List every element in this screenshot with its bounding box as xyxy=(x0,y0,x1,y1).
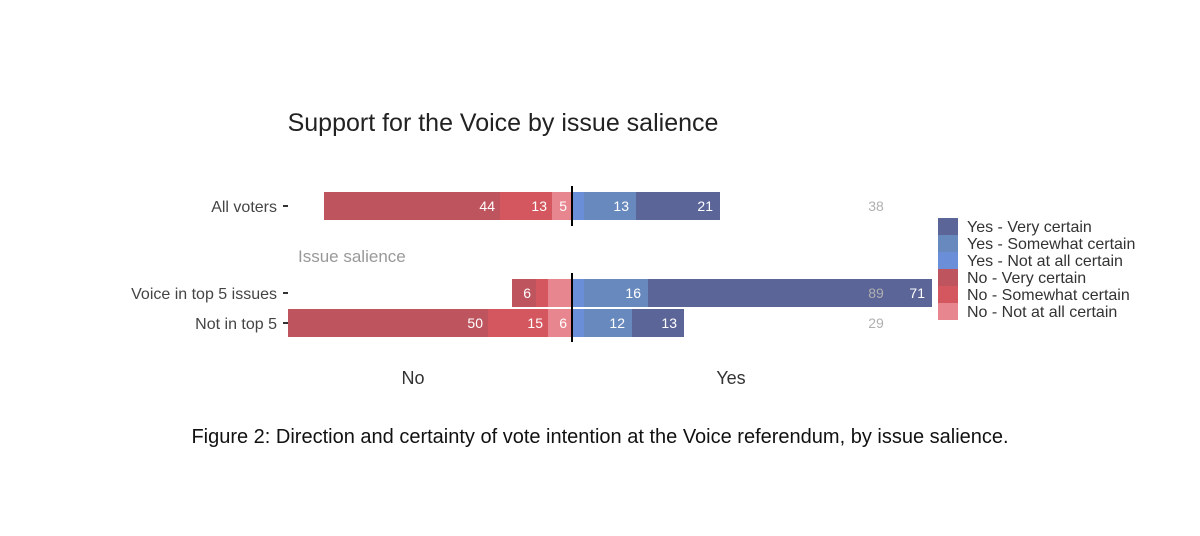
data-label: 50 xyxy=(467,315,483,331)
bar-yes-not-at-all-certain-not-in-top-5 xyxy=(572,309,584,337)
data-label: 5 xyxy=(559,198,567,214)
axis-label-no: No xyxy=(401,368,424,388)
bar-no-not-at-all-certain-all-voters xyxy=(552,192,572,220)
data-label: 71 xyxy=(909,285,925,301)
bar-yes-not-at-all-certain-voice-in-top-5-issues xyxy=(572,279,584,307)
legend-label-yes-somewhat-certain: Yes - Somewhat certain xyxy=(967,236,1135,253)
bar-no-very-certain-voice-in-top-5-issues xyxy=(512,279,536,307)
total-yes-label: 38 xyxy=(868,198,884,214)
data-label: 15 xyxy=(527,315,543,331)
legend-label-yes-very-certain: Yes - Very certain xyxy=(967,219,1092,236)
bar-no-not-at-all-certain-not-in-top-5 xyxy=(548,309,572,337)
bar-yes-somewhat-certain-not-in-top-5 xyxy=(584,309,632,337)
legend-label-yes-not-at-all-certain: Yes - Not at all certain xyxy=(967,253,1123,270)
data-label: 6 xyxy=(559,315,567,331)
legend-label-no-somewhat-certain: No - Somewhat certain xyxy=(967,287,1130,304)
bar-no-somewhat-certain-voice-in-top-5-issues xyxy=(536,279,548,307)
data-label: 13 xyxy=(613,198,629,214)
bar-no-somewhat-certain-not-in-top-5 xyxy=(488,309,548,337)
figure-caption: Figure 2: Direction and certainty of vot… xyxy=(191,426,1009,448)
data-label: 6 xyxy=(523,285,531,301)
legend-swatch-no-very-certain xyxy=(938,269,958,286)
legend-swatch-no-somewhat-certain xyxy=(938,286,958,303)
category-label-voice-in-top-5-issues: Voice in top 5 issues xyxy=(131,286,277,303)
category-label-not-in-top-5: Not in top 5 xyxy=(195,316,277,333)
chart: Support for the Voice by issue salience … xyxy=(131,109,1135,388)
data-label: 21 xyxy=(697,198,713,214)
legend-label-no-very-certain: No - Very certain xyxy=(967,270,1086,287)
legend-swatch-yes-very-certain xyxy=(938,218,958,235)
bar-yes-not-at-all-certain-all-voters xyxy=(572,192,584,220)
bar-yes-very-certain-all-voters xyxy=(636,192,720,220)
legend-swatch-no-not-at-all-certain xyxy=(938,303,958,320)
legend-swatch-yes-not-at-all-certain xyxy=(938,252,958,269)
bar-yes-very-certain-voice-in-top-5-issues xyxy=(648,279,932,307)
data-label: 16 xyxy=(625,285,641,301)
bar-no-not-at-all-certain-voice-in-top-5-issues xyxy=(548,279,572,307)
data-label: 13 xyxy=(531,198,547,214)
total-yes-label: 29 xyxy=(868,315,884,331)
total-yes-label: 89 xyxy=(868,285,884,301)
legend-label-no-not-at-all-certain: No - Not at all certain xyxy=(967,304,1117,321)
group-label-issue-salience: Issue salience xyxy=(298,247,406,266)
data-label: 12 xyxy=(609,315,625,331)
bar-yes-somewhat-certain-all-voters xyxy=(584,192,636,220)
chart-title: Support for the Voice by issue salience xyxy=(288,109,719,137)
bars-group: All voters 5 13 44 13 21 38 Voice in top 5 issu… xyxy=(131,186,932,342)
bar-no-very-certain-all-voters xyxy=(324,192,500,220)
bar-yes-very-certain-not-in-top-5 xyxy=(632,309,684,337)
data-label: 44 xyxy=(479,198,495,214)
bar-no-very-certain-not-in-top-5 xyxy=(288,309,488,337)
bar-yes-somewhat-certain-voice-in-top-5-issues xyxy=(584,279,648,307)
legend-swatch-yes-somewhat-certain xyxy=(938,235,958,252)
category-label-all-voters: All voters xyxy=(211,199,277,216)
bar-no-somewhat-certain-all-voters xyxy=(500,192,552,220)
data-label: 13 xyxy=(661,315,677,331)
axis-label-yes: Yes xyxy=(716,368,745,388)
